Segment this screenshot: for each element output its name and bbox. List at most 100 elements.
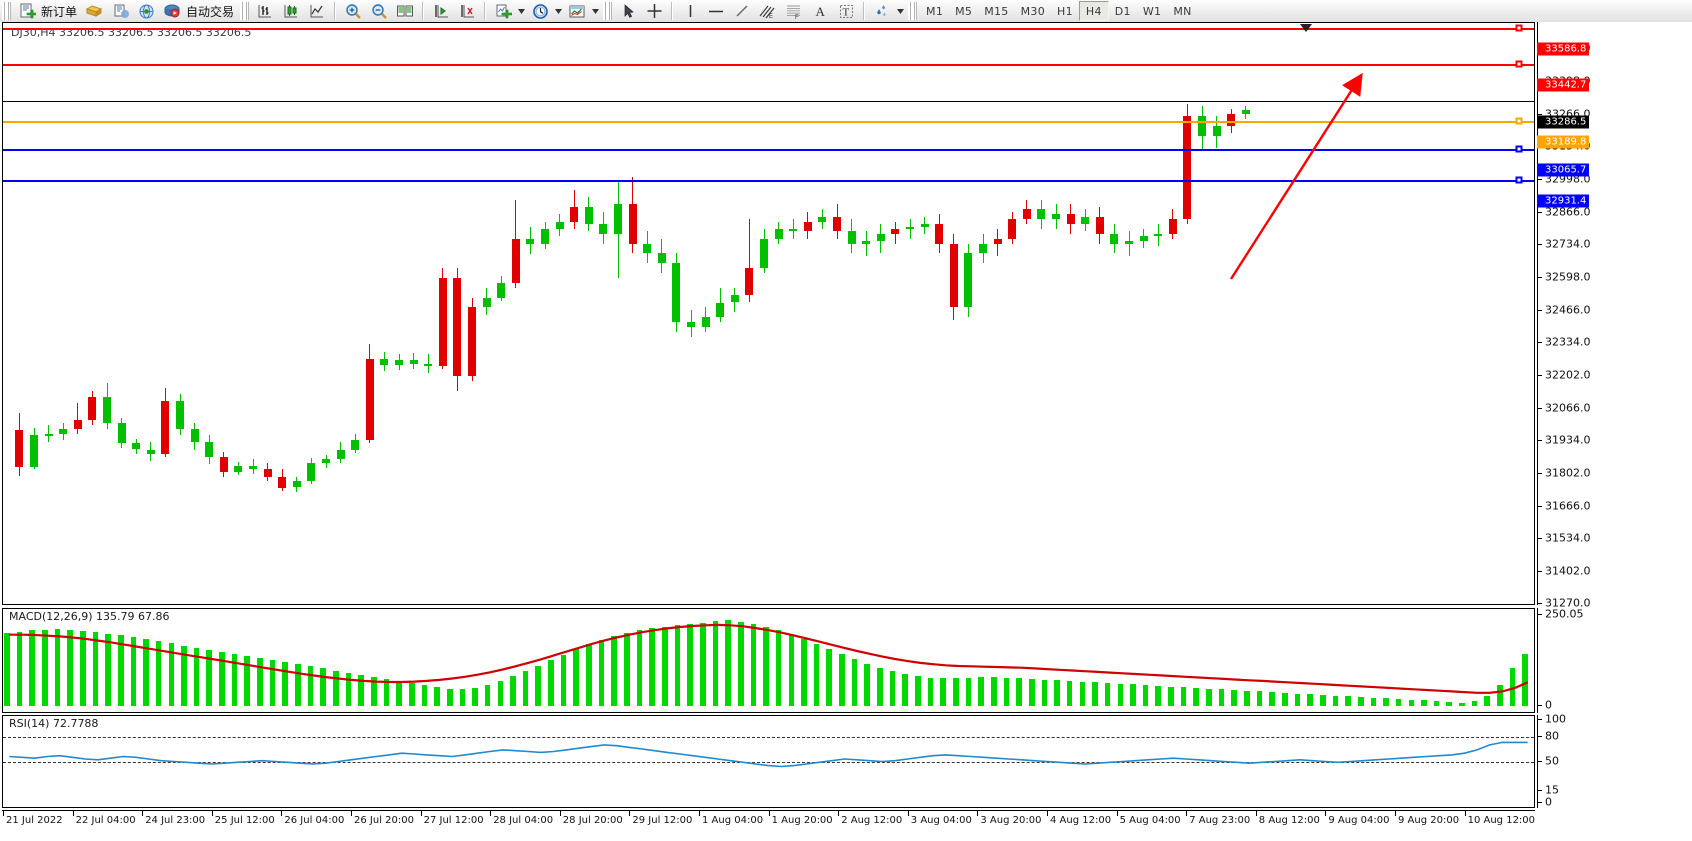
line-chart-icon[interactable] [304, 1, 330, 21]
candle-body [205, 442, 214, 457]
candlestick-chart-icon[interactable] [278, 1, 304, 21]
macd-histogram-bar [472, 687, 478, 706]
level-line-support-upper[interactable] [3, 149, 1534, 151]
toolbar-grip-2[interactable] [240, 2, 250, 20]
equidistant-channel-icon[interactable]: E [755, 1, 781, 21]
macd-histogram-bar [1104, 683, 1111, 706]
candle-body [15, 429, 24, 467]
toolbar-grip-3[interactable] [603, 2, 613, 20]
level-line-pending-order[interactable] [3, 121, 1534, 123]
vertical-line-icon[interactable] [677, 1, 703, 21]
horizontal-line-icon[interactable] [703, 1, 729, 21]
chart-scroll-caret-icon[interactable] [1300, 22, 1312, 35]
zoom-in-icon[interactable] [340, 1, 366, 21]
price-tick [1538, 309, 1542, 311]
macd-histogram-bar [535, 665, 542, 706]
level-handle-support-lower[interactable] [1515, 176, 1523, 184]
auto-trading-label[interactable]: 自动交易 [186, 4, 235, 19]
timeframe-m1[interactable]: M1 [926, 4, 944, 18]
candle-body [234, 465, 243, 472]
period-clock-icon[interactable] [527, 1, 553, 21]
history-icon[interactable] [107, 1, 133, 21]
time-tick-label: 3 Aug 04:00 [910, 815, 972, 826]
time-tick [211, 811, 213, 816]
level-handle-resistance-lower[interactable] [1515, 60, 1523, 68]
macd-histogram-bar [1117, 683, 1124, 706]
tile-windows-icon[interactable] [392, 1, 418, 21]
cursor-icon[interactable] [615, 1, 641, 21]
timeframe-mn[interactable]: MN [1173, 4, 1192, 18]
templates-icon[interactable] [564, 1, 590, 21]
shapes-chevron-down-icon[interactable] [895, 1, 906, 21]
macd-histogram-bar [839, 653, 845, 706]
macd-panel[interactable]: MACD(12,26,9) 135.79 67.86 [2, 608, 1535, 713]
price-chart-panel[interactable]: DJ30,H4 33206.5 33206.5 33206.5 33206.5 [2, 22, 1535, 605]
level-handle-support-upper[interactable] [1515, 145, 1523, 153]
templates-chevron-down-icon[interactable] [590, 1, 601, 21]
add-indicator-icon[interactable] [490, 1, 516, 21]
level-handle-pending-order[interactable] [1515, 117, 1523, 125]
macd-histogram-bar [130, 637, 137, 706]
crosshair-icon[interactable] [641, 1, 667, 21]
macd-histogram-bar [79, 630, 86, 706]
macd-histogram-bar [940, 678, 946, 706]
macd-tick-label: 0 [1545, 698, 1552, 712]
macd-histogram-bar [16, 631, 23, 706]
macd-signal-line [9, 623, 1529, 694]
candle-body [30, 434, 38, 467]
macd-histogram-bar [889, 671, 896, 706]
timeframe-w1[interactable]: W1 [1142, 4, 1162, 18]
time-tick-label: 26 Jul 20:00 [354, 815, 414, 826]
macd-histogram-bar [1319, 694, 1326, 706]
macd-histogram-bar [42, 629, 48, 706]
period-chevron-down-icon[interactable] [553, 1, 564, 21]
candle-body [176, 400, 184, 429]
time-tick [1255, 811, 1257, 816]
timeframe-d1[interactable]: D1 [1114, 4, 1131, 18]
level-handle-resistance-upper[interactable] [1515, 24, 1523, 32]
candle-body [672, 263, 681, 322]
shift-end-icon[interactable] [454, 1, 480, 21]
macd-histogram-bar [1092, 682, 1098, 706]
add-indicator-chevron-down-icon[interactable] [516, 1, 527, 21]
candle-body [833, 216, 841, 232]
toolbar-grip-1[interactable] [2, 2, 11, 20]
trendline-icon[interactable] [729, 1, 755, 21]
price-tick-label: 32466.0 [1545, 303, 1591, 317]
new-order-icon[interactable] [14, 1, 40, 21]
macd-histogram-bar [1509, 667, 1516, 706]
macd-histogram-bar [1142, 685, 1149, 706]
level-line-resistance-lower[interactable] [3, 64, 1534, 66]
candle-body [161, 400, 170, 455]
chart-area[interactable]: DJ30,H4 33206.5 33206.5 33206.5 33206.5 … [0, 22, 1692, 841]
shapes-icon[interactable] [869, 1, 895, 21]
macd-histogram-bar [181, 645, 187, 706]
zoom-out-icon[interactable] [366, 1, 392, 21]
candle-wick [77, 403, 79, 434]
candle-body [920, 224, 929, 227]
globe-icon[interactable] [133, 1, 159, 21]
timeframe-m5[interactable]: M5 [955, 4, 973, 18]
shift-start-icon[interactable] [428, 1, 454, 21]
text-label-icon[interactable]: T [833, 1, 859, 21]
macd-histogram-bar [282, 662, 289, 706]
rsi-panel[interactable]: RSI(14) 72.7788 [2, 715, 1535, 808]
wallet-icon[interactable] [81, 1, 107, 21]
new-order-label[interactable]: 新订单 [41, 4, 78, 19]
candle-body [730, 295, 739, 303]
text-icon[interactable]: A [807, 1, 833, 21]
timeframe-m30[interactable]: M30 [1020, 4, 1045, 18]
toolbar-grip-4[interactable] [908, 2, 918, 20]
auto-trading-icon[interactable] [159, 1, 185, 21]
level-line-support-lower[interactable] [3, 180, 1534, 182]
timeframe-m15[interactable]: M15 [984, 4, 1009, 18]
level-line-current-price[interactable] [3, 101, 1534, 102]
timeframe-h4[interactable]: H4 [1078, 1, 1109, 21]
timeframe-h1[interactable]: H1 [1057, 4, 1073, 18]
candle-body [818, 216, 827, 222]
price-tick [1538, 538, 1542, 540]
price-scale[interactable]: 33534.033398.033266.033134.032998.032866… [1537, 22, 1692, 610]
level-line-resistance-upper[interactable] [3, 28, 1534, 30]
fibonacci-icon[interactable]: F [781, 1, 807, 21]
bar-chart-icon[interactable] [252, 1, 278, 21]
